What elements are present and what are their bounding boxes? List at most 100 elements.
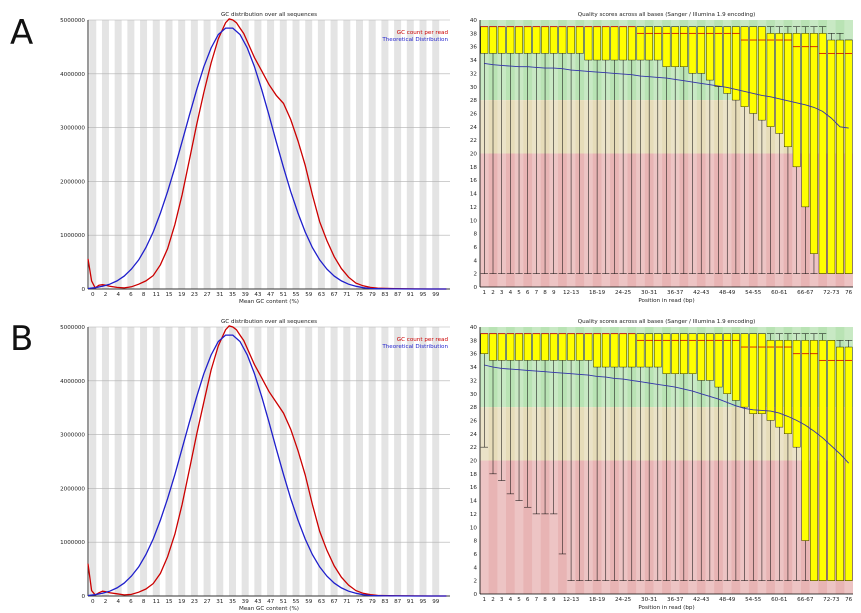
quality-box: [619, 26, 627, 61]
quality-box: [801, 33, 810, 208]
quality-box: [714, 26, 723, 87]
quality-box: [740, 26, 749, 107]
quality-y-tick-label: 12: [470, 205, 477, 211]
quality-x-tick-label: 48-49: [719, 597, 736, 603]
quality-y-tick-label: 40: [470, 18, 478, 24]
quality-box: [732, 333, 740, 401]
gc-x-tick-label: 15: [165, 599, 173, 605]
gc-x-axis-label: Mean GC content (%): [239, 606, 299, 612]
quality-y-tick-label: 10: [470, 525, 478, 531]
gc-x-tick-label: 67: [331, 599, 339, 605]
position-stripe: [480, 327, 489, 594]
quality-box: [662, 26, 671, 67]
quality-box: [506, 333, 515, 361]
gc-x-tick-label: 79: [369, 292, 377, 298]
quality-y-tick-label: 8: [473, 539, 477, 545]
gc-distribution-chart-b: 0 1000000 2000000 3000000 4000000 5000000 0 2 4 6…: [60, 319, 450, 612]
gc-bin-stripe: [114, 327, 122, 596]
quality-y-tick-label: 24: [470, 125, 478, 131]
gc-bin-stripe: [381, 327, 389, 596]
gc-bin-stripe: [305, 20, 313, 289]
gc-y-tick-label: 5000000: [60, 325, 85, 331]
gc-x-tick-label: 75: [356, 292, 364, 298]
quality-box: [775, 340, 784, 428]
gc-bin-stripe: [101, 327, 109, 596]
quality-y-tick-label: 2: [473, 272, 477, 278]
quality-box: [480, 333, 489, 354]
quality-mean-line: [484, 62, 849, 129]
gc-x-tick-label: 59: [305, 599, 313, 605]
gc-x-tick-label: 59: [305, 292, 313, 298]
quality-box: [732, 26, 740, 101]
gc-x-tick-label: 11: [153, 292, 161, 298]
quality-y-tick-label: 30: [470, 392, 478, 398]
quality-y-tick-label: 10: [470, 218, 478, 224]
quality-box: [575, 26, 584, 54]
gc-bin-stripe: [254, 20, 262, 289]
quality-box: [662, 333, 671, 374]
quality-y-tick-label: 36: [470, 45, 478, 51]
quality-box: [523, 26, 532, 54]
gc-x-tick-label: 71: [343, 292, 351, 298]
gc-bin-stripe: [292, 327, 300, 596]
quality-box: [515, 26, 523, 54]
quality-y-tick-label: 30: [470, 85, 478, 91]
quality-box: [801, 340, 810, 541]
gc-y-tick-label: 3000000: [60, 126, 85, 132]
gc-bin-stripe: [267, 20, 275, 289]
quality-box: [818, 340, 827, 581]
gc-bin-stripe: [216, 327, 224, 596]
gc-legend-entry: Theoretical Distribution: [381, 344, 448, 350]
quality-x-tick-label: 5: [517, 597, 521, 603]
gc-bin-stripe: [140, 327, 148, 596]
quality-x-tick-label: 9: [552, 290, 556, 296]
gc-count-line: [87, 325, 447, 597]
theoretical-line: [87, 27, 447, 290]
gc-x-tick-label: 19: [178, 292, 186, 298]
gc-x-tick-label: 31: [216, 292, 224, 298]
gc-x-tick-label: 83: [381, 599, 389, 605]
gc-x-tick-label: 55: [292, 599, 300, 605]
quality-box: [758, 333, 766, 414]
quality-chart-title: Quality scores across all bases (Sanger …: [578, 12, 756, 18]
quality-x-tick-label: 18-19: [589, 597, 606, 603]
quality-box: [766, 340, 775, 421]
quality-x-tick-label: 1: [483, 290, 487, 296]
gc-x-tick-label: 71: [343, 599, 351, 605]
quality-x-tick-label: 12-13: [563, 597, 580, 603]
gc-bin-stripe: [317, 20, 325, 289]
gc-bin-stripe: [89, 20, 97, 289]
quality-box: [541, 26, 549, 54]
gc-x-tick-label: 6: [129, 599, 133, 605]
gc-x-axis-label: Mean GC content (%): [239, 299, 299, 305]
quality-x-tick-label: 24-25: [615, 290, 632, 296]
quality-x-tick-label: 42-43: [693, 597, 710, 603]
quality-box: [792, 340, 801, 448]
quality-x-tick-label: 36-37: [667, 597, 684, 603]
gc-bin-stripe: [152, 327, 160, 596]
quality-x-axis-label: Position in read (bp): [638, 298, 694, 304]
quality-x-tick-label: 48-49: [719, 290, 736, 296]
gc-bin-stripe: [406, 327, 414, 596]
gc-bin-stripe: [419, 327, 427, 596]
gc-bin-stripe: [178, 327, 186, 596]
gc-bin-stripe: [267, 327, 275, 596]
quality-x-tick-label: 60-61: [771, 597, 788, 603]
quality-x-tick-label: 24-25: [615, 597, 632, 603]
quality-box: [593, 333, 601, 368]
gc-x-tick-label: 2: [104, 599, 108, 605]
gc-bin-stripe: [165, 327, 173, 596]
quality-x-tick-label: 3: [500, 290, 504, 296]
quality-y-tick-label: 20: [470, 459, 478, 465]
quality-x-tick-label: 18-19: [589, 290, 606, 296]
quality-box: [610, 26, 619, 61]
quality-box: [749, 333, 758, 414]
quality-box: [523, 333, 532, 361]
quality-y-tick-label: 34: [470, 365, 478, 371]
gc-bin-stripe: [406, 20, 414, 289]
quality-x-tick-label: 72-73: [823, 290, 840, 296]
quality-x-tick-label: 7: [535, 597, 539, 603]
quality-box: [827, 39, 836, 274]
gc-x-tick-label: 35: [229, 599, 237, 605]
quality-x-axis-label: Position in read (bp): [638, 605, 694, 611]
